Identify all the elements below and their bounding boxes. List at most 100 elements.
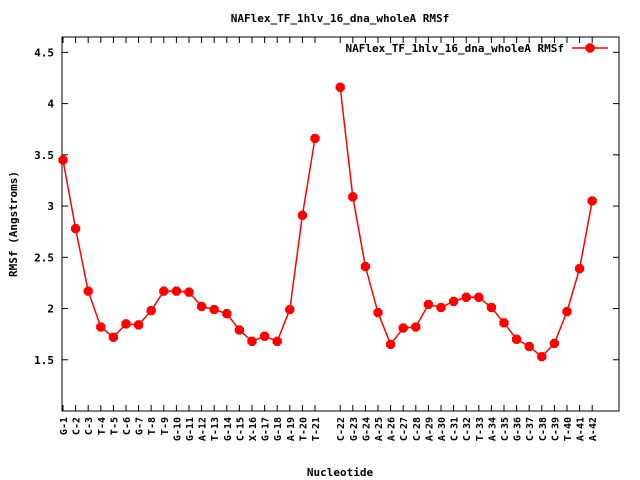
x-tick-label: T-33 [475, 417, 486, 441]
data-point [448, 296, 459, 306]
data-point [549, 338, 560, 348]
data-point [423, 299, 434, 310]
y-axis-ticks: 1.5 2 2.5 3 3.5 4 4.5 [34, 46, 619, 367]
x-tick-label: T-40 [563, 417, 574, 441]
x-tick-label: G-24 [361, 417, 372, 441]
x-tick-label: A-34 [487, 417, 498, 441]
x-axis-label: Nucleotide [307, 466, 374, 479]
data-point [348, 192, 358, 202]
chart-title: NAFlex_TF_1hlv_16_dna_wholeA RMSf [231, 12, 450, 25]
x-axis-ticks: G-1 C-2 C-3 T-4 T-5 C-6 G-7 T-8 T-9 G-10 G-11 A-12 T… [59, 37, 599, 441]
data-point [524, 341, 534, 352]
data-point [297, 210, 308, 220]
data-point [247, 336, 257, 346]
data-point [234, 325, 245, 335]
x-tick-label: G-36 [513, 417, 524, 441]
y-tick-label: 4.5 [34, 46, 54, 59]
x-tick-label: C-22 [336, 417, 347, 441]
data-point [171, 286, 182, 296]
x-tick-label: G-23 [349, 417, 360, 441]
data-point [133, 320, 144, 330]
data-point [574, 263, 585, 274]
data-point [310, 133, 320, 144]
data-point [209, 304, 219, 315]
x-tick-label: C-38 [538, 417, 549, 441]
x-tick-label: G-18 [273, 417, 284, 441]
y-axis-label: RMSf (Angstroms) [7, 171, 20, 277]
data-point [259, 331, 270, 341]
data-point [272, 336, 282, 346]
y-tick-label: 3 [47, 200, 54, 213]
x-tick-label: G-11 [185, 417, 196, 441]
data-point [121, 319, 131, 329]
x-tick-label: C-15 [235, 417, 246, 441]
x-tick-label: C-39 [550, 417, 561, 441]
legend-label: NAFlex_TF_1hlv_16_dna_wholeA RMSf [345, 42, 564, 55]
data-point [562, 306, 572, 317]
x-tick-label: G-10 [172, 417, 183, 441]
data-point [474, 292, 484, 302]
x-tick-label: X-16 [248, 417, 259, 441]
x-tick-label: T-4 [97, 417, 108, 435]
x-tick-label: T-9 [160, 417, 171, 435]
x-tick-label: T-20 [298, 417, 309, 441]
x-tick-label: C-37 [525, 417, 536, 441]
x-tick-label: G-14 [223, 417, 234, 441]
x-tick-label: A-42 [588, 417, 599, 441]
x-tick-label: C-3 [84, 417, 95, 435]
x-tick-label: T-8 [147, 417, 158, 435]
y-tick-label: 2 [47, 303, 54, 316]
y-tick-label: 3.5 [34, 149, 54, 162]
data-point [58, 155, 68, 165]
data-point [411, 322, 421, 332]
x-tick-label: C-35 [500, 417, 511, 441]
data-point [184, 287, 194, 297]
data-point [511, 334, 522, 344]
data-point [537, 352, 547, 362]
data-point [285, 304, 295, 315]
legend-marker [585, 43, 595, 53]
x-tick-label: C-6 [122, 417, 133, 435]
series-group [58, 82, 597, 362]
data-point [587, 196, 597, 206]
x-tick-label: A-26 [387, 417, 398, 441]
data-point [360, 261, 371, 272]
data-point [499, 318, 509, 328]
data-point [385, 339, 396, 350]
x-tick-label: A-30 [437, 417, 448, 441]
data-point [96, 322, 106, 332]
data-point [108, 332, 119, 342]
data-point [146, 305, 156, 316]
x-tick-label: A-12 [198, 417, 209, 441]
x-tick-label: A-25 [374, 417, 385, 441]
x-tick-label: G-1 [59, 417, 70, 435]
series-line-segment-1 [62, 138, 316, 343]
x-tick-label: C-31 [450, 417, 461, 441]
x-tick-label: T-21 [311, 417, 322, 441]
data-point [398, 323, 408, 333]
y-tick-label: 4 [47, 98, 54, 111]
data-point [222, 309, 232, 319]
x-tick-label: A-19 [286, 417, 297, 441]
x-tick-label: C-32 [462, 417, 473, 441]
x-tick-label: T-13 [210, 417, 221, 441]
data-point [83, 286, 93, 296]
data-point [196, 301, 207, 312]
x-tick-label: C-2 [72, 417, 83, 435]
data-point [335, 82, 345, 92]
x-tick-label: C-27 [399, 417, 410, 441]
x-tick-label: G-7 [135, 417, 146, 435]
x-tick-label: G-17 [261, 417, 272, 441]
data-point [436, 302, 446, 313]
x-tick-label: A-41 [576, 417, 587, 441]
plot-frame [61, 36, 620, 412]
x-tick-label: C-28 [412, 417, 423, 441]
x-tick-label: A-29 [424, 417, 435, 441]
data-point [373, 308, 383, 318]
y-tick-label: 2.5 [34, 251, 54, 264]
data-point [486, 302, 497, 313]
data-point [461, 292, 471, 302]
legend: NAFlex_TF_1hlv_16_dna_wholeA RMSf [345, 42, 608, 55]
data-point [159, 286, 169, 296]
